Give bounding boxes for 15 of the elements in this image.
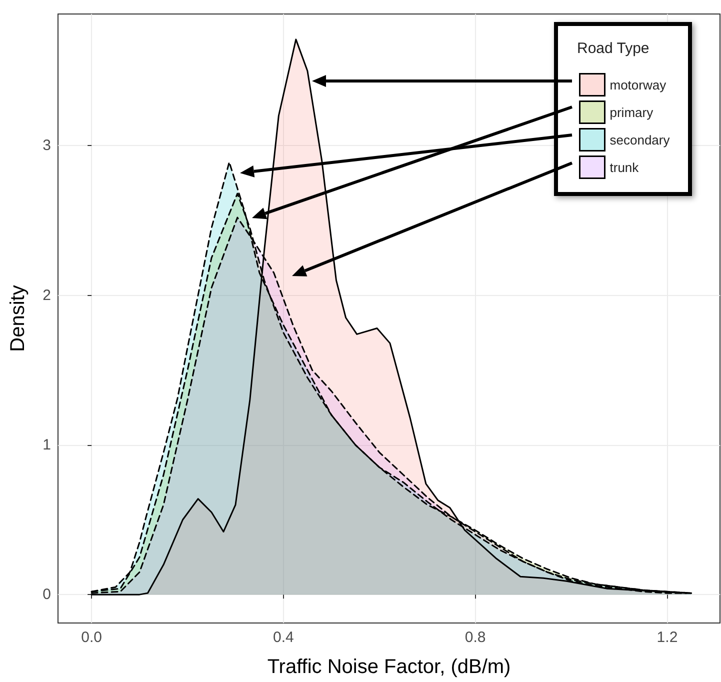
y-tick-label: 1 (42, 436, 51, 454)
legend-label: motorway (610, 77, 667, 92)
legend-label: secondary (610, 132, 670, 148)
legend-label: primary (610, 104, 654, 120)
y-tick-label: 2 (42, 286, 51, 304)
x-tick-label: 0.8 (464, 629, 486, 646)
y-axis-title: Density (7, 285, 29, 352)
legend-title: Road Type (577, 40, 650, 57)
x-tick-label: 0.0 (81, 629, 102, 646)
y-tick-label: 3 (42, 137, 51, 154)
x-tick-label: 1.2 (656, 629, 678, 646)
y-tick-label: 0 (42, 586, 51, 604)
x-axis-title: Traffic Noise Factor, (dB/m) (267, 656, 511, 678)
x-tick-label: 0.4 (273, 629, 294, 646)
legend-label: trunk (610, 160, 640, 175)
